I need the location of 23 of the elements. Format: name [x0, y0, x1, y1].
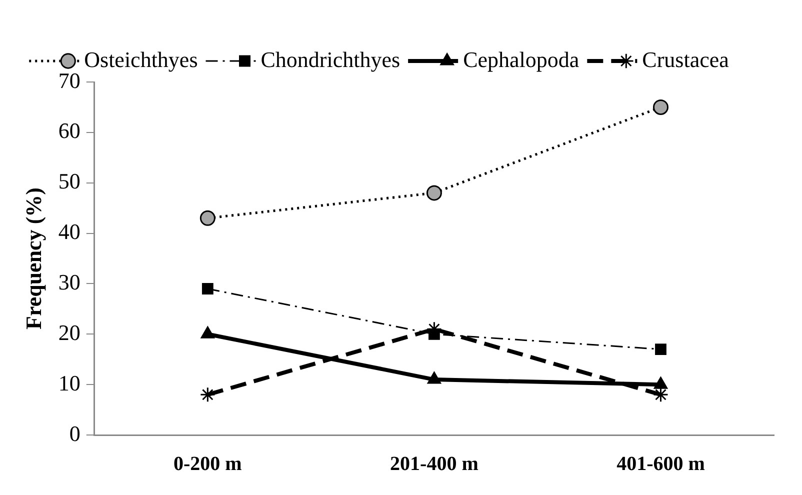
point	[652, 99, 668, 115]
y-tick-label: 60	[58, 118, 80, 144]
y-tick-label: 10	[58, 370, 80, 396]
y-axis-title: Frequency (%)	[20, 188, 46, 330]
y-tick-label: 30	[58, 269, 80, 294]
legend-label: Chondrichthyes	[260, 46, 400, 72]
y-tick-label: 0	[69, 420, 80, 446]
point	[200, 386, 216, 402]
y-tick-label: 40	[58, 219, 80, 244]
point	[652, 386, 668, 402]
x-tick-label: 0-200 m	[174, 453, 242, 476]
point	[426, 185, 442, 201]
y-tick-label: 70	[58, 68, 80, 93]
legend-label: Cephalopoda	[463, 46, 580, 72]
legend-label: Crustacea	[642, 46, 730, 72]
x-tick-label: 201-400 m	[390, 453, 479, 476]
x-tick-label: 401-600 m	[616, 453, 706, 476]
point	[655, 344, 666, 355]
y-tick-label: 20	[58, 320, 80, 345]
y-tick-label: 50	[58, 168, 80, 194]
legend-label: Osteichthyes	[84, 46, 198, 72]
point	[202, 283, 214, 294]
point	[200, 210, 216, 226]
